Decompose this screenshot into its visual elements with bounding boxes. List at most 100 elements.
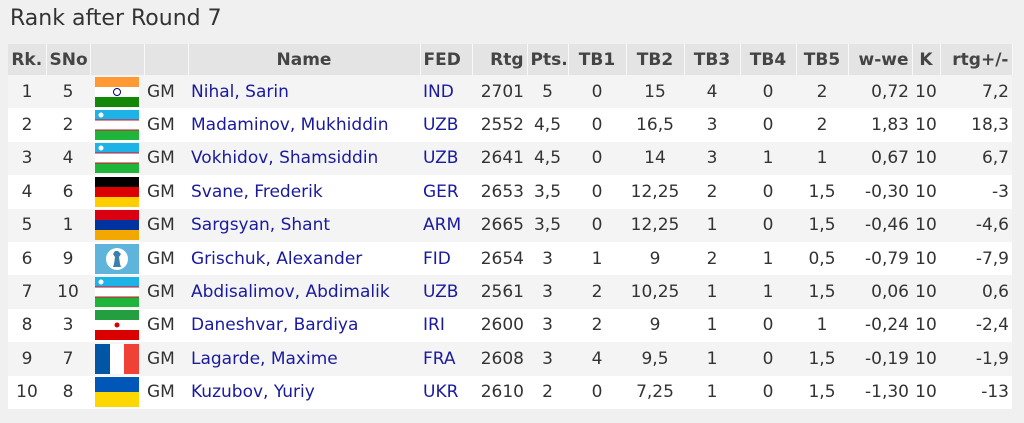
k-factor: 10 <box>912 208 940 242</box>
points: 3 <box>527 308 568 343</box>
tb3: 3 <box>684 108 740 142</box>
rating-change: -2,4 <box>940 308 1012 343</box>
player-name: Svane, Frederik <box>188 175 420 209</box>
table-row: 2 2 GM Madaminov, Mukhiddin UZB 2552 4,5 0 16,5 3… <box>8 108 1012 142</box>
tb2: 16,5 <box>626 108 684 142</box>
tb4: 0 <box>740 208 796 242</box>
flag <box>95 377 139 408</box>
rating: 2608 <box>472 342 527 376</box>
column-header: Name <box>188 44 421 75</box>
rank: 3 <box>8 141 46 176</box>
rating-change: -3 <box>940 175 1012 209</box>
tb2: 9,5 <box>626 342 684 376</box>
tb3: 1 <box>684 375 740 409</box>
k-factor: 10 <box>912 175 940 209</box>
tb1: 1 <box>568 241 626 276</box>
rating-change: -4,6 <box>940 208 1012 242</box>
k-factor: 10 <box>912 375 940 409</box>
tb5: 1,5 <box>796 342 848 376</box>
rating: 2561 <box>472 275 527 309</box>
w-we: 0,72 <box>848 75 912 109</box>
player-title: GM <box>144 308 188 343</box>
player-title: GM <box>144 108 188 142</box>
tb1: 2 <box>568 275 626 309</box>
tb4: 0 <box>740 342 796 376</box>
flag <box>95 277 139 308</box>
tb5: 2 <box>796 75 848 109</box>
tb3: 3 <box>684 141 740 176</box>
start-number: 1 <box>46 208 90 242</box>
flag <box>95 176 139 207</box>
tb2: 9 <box>626 308 684 343</box>
flag <box>95 76 139 107</box>
points: 5 <box>527 75 568 109</box>
rank: 2 <box>8 108 46 142</box>
tb3: 1 <box>684 275 740 309</box>
table-row: 10 8 GM Kuzubov, Yuriy UKR 2610 2 0 7,25 1 0 1,5 -1,… <box>8 375 1012 409</box>
rating-change: 6,7 <box>940 141 1012 176</box>
rating: 2641 <box>472 141 527 176</box>
rating: 2654 <box>472 241 527 276</box>
start-number: 10 <box>46 275 90 309</box>
flag <box>95 310 139 341</box>
tb1: 0 <box>568 175 626 209</box>
rating-change: 7,2 <box>940 75 1012 109</box>
federation: GER <box>420 175 472 209</box>
player-name: Vokhidov, Shamsiddin <box>188 141 420 176</box>
start-number: 2 <box>46 108 90 142</box>
player-name: Grischuk, Alexander <box>188 241 420 276</box>
player-title: GM <box>144 275 188 309</box>
player-title: GM <box>144 375 188 409</box>
federation: FID <box>420 241 472 276</box>
tb4: 0 <box>740 308 796 343</box>
tb2: 7,25 <box>626 375 684 409</box>
flag-cell <box>90 342 144 376</box>
start-number: 5 <box>46 75 90 109</box>
flag-cell <box>90 141 144 176</box>
flag-cell <box>90 375 144 409</box>
tb1: 0 <box>568 208 626 242</box>
federation: FRA <box>420 342 472 376</box>
federation: UZB <box>420 275 472 309</box>
w-we: 0,67 <box>848 141 912 176</box>
column-header: K <box>912 44 941 75</box>
column-header: SNo <box>46 44 91 75</box>
tb5: 0,5 <box>796 241 848 276</box>
column-header: Rtg <box>472 44 528 75</box>
tb1: 2 <box>568 308 626 343</box>
tb3: 1 <box>684 308 740 343</box>
column-header: TB4 <box>740 44 797 75</box>
player-title: GM <box>144 241 188 276</box>
tb4: 0 <box>740 108 796 142</box>
rank: 9 <box>8 342 46 376</box>
header-spacer <box>144 44 189 75</box>
tb4: 0 <box>740 75 796 109</box>
tb5: 1,5 <box>796 208 848 242</box>
tb4: 1 <box>740 275 796 309</box>
rating: 2653 <box>472 175 527 209</box>
flag <box>95 210 139 241</box>
tb5: 2 <box>796 108 848 142</box>
k-factor: 10 <box>912 75 940 109</box>
rating: 2552 <box>472 108 527 142</box>
w-we: -0,46 <box>848 208 912 242</box>
player-name: Nihal, Sarin <box>188 75 420 109</box>
w-we: -0,19 <box>848 342 912 376</box>
rank: 1 <box>8 75 46 109</box>
tb1: 0 <box>568 141 626 176</box>
w-we: 1,83 <box>848 108 912 142</box>
federation: UZB <box>420 108 472 142</box>
points: 3,5 <box>527 175 568 209</box>
tb4: 0 <box>740 375 796 409</box>
start-number: 9 <box>46 241 90 276</box>
tb1: 0 <box>568 108 626 142</box>
player-title: GM <box>144 141 188 176</box>
column-header: FED <box>420 44 473 75</box>
tb3: 2 <box>684 175 740 209</box>
flag <box>95 243 139 274</box>
flag <box>95 110 139 141</box>
table-row: 5 1 GM Sargsyan, Shant ARM 2665 3,5 0 12,25 1 0 1,5… <box>8 208 1012 242</box>
points: 4,5 <box>527 108 568 142</box>
column-header: rtg+/- <box>940 44 1013 75</box>
player-title: GM <box>144 175 188 209</box>
